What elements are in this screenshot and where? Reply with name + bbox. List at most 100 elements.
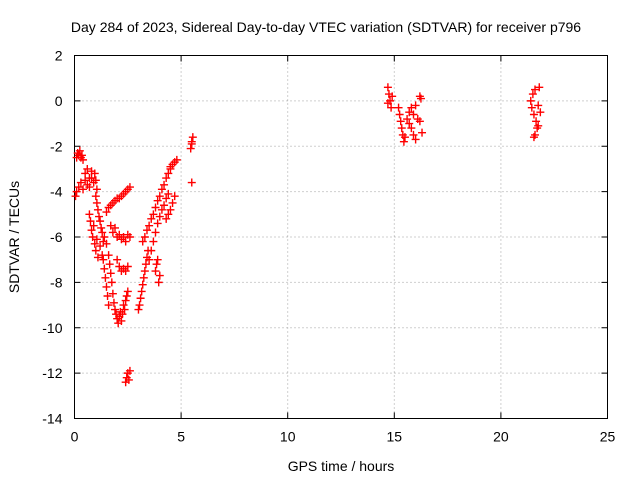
data-point bbox=[93, 205, 102, 214]
data-point bbox=[119, 301, 128, 310]
data-point bbox=[140, 233, 149, 241]
data-point bbox=[536, 108, 545, 117]
data-point bbox=[121, 296, 130, 305]
data-point bbox=[91, 246, 100, 255]
data-point bbox=[125, 183, 134, 192]
data-point bbox=[155, 212, 164, 221]
data-point bbox=[77, 151, 86, 160]
data-point bbox=[91, 176, 100, 185]
data-point bbox=[111, 305, 120, 314]
data-point bbox=[125, 233, 134, 241]
data-point bbox=[106, 269, 115, 278]
data-point bbox=[162, 194, 171, 203]
data-point bbox=[104, 251, 113, 260]
data-point bbox=[153, 219, 162, 228]
data-point bbox=[147, 246, 156, 255]
data-point bbox=[534, 101, 543, 110]
data-point bbox=[164, 189, 173, 198]
data-point bbox=[96, 242, 105, 251]
x-tick-label: 10 bbox=[280, 429, 296, 445]
data-point bbox=[97, 223, 106, 232]
data-point bbox=[104, 301, 113, 310]
data-point bbox=[162, 214, 171, 223]
data-point bbox=[140, 267, 149, 276]
data-point bbox=[86, 217, 95, 226]
data-point bbox=[166, 205, 175, 214]
data-point bbox=[172, 155, 181, 164]
data-point bbox=[92, 198, 101, 207]
data-point bbox=[396, 117, 405, 126]
data-point bbox=[145, 255, 154, 264]
y-tick-labels: -14 -12 -10 -8 -6 -4 -2 0 2 bbox=[42, 48, 62, 427]
data-point bbox=[153, 196, 162, 205]
data-point bbox=[139, 273, 148, 282]
data-point bbox=[93, 253, 102, 262]
data-point bbox=[388, 92, 397, 101]
data-point bbox=[399, 137, 408, 146]
data-point bbox=[98, 228, 107, 237]
data-point bbox=[188, 133, 197, 142]
data-point bbox=[534, 121, 543, 130]
data-point bbox=[100, 264, 109, 273]
data-point bbox=[121, 267, 130, 276]
y-tick-label: -8 bbox=[50, 274, 63, 290]
data-point bbox=[108, 228, 117, 237]
data-point bbox=[394, 103, 403, 112]
data-point bbox=[531, 85, 540, 94]
data-point bbox=[411, 135, 420, 144]
data-point bbox=[147, 214, 156, 223]
data-point bbox=[164, 169, 173, 178]
chart-title: Day 284 of 2023, Sidereal Day-to-day VTE… bbox=[71, 19, 581, 35]
data-point bbox=[400, 133, 409, 142]
data-point bbox=[115, 262, 124, 271]
y-tick-label: -10 bbox=[42, 320, 62, 336]
data-point bbox=[117, 316, 126, 325]
data-point bbox=[149, 237, 158, 246]
data-points bbox=[71, 83, 545, 387]
data-point bbox=[387, 103, 396, 112]
x-axis-label: GPS time / hours bbox=[288, 458, 395, 474]
data-point bbox=[528, 90, 537, 99]
data-point bbox=[529, 110, 538, 119]
data-point bbox=[87, 167, 96, 176]
data-point bbox=[108, 289, 117, 298]
y-tick-label: -4 bbox=[50, 184, 63, 200]
data-point bbox=[152, 260, 161, 269]
data-point bbox=[155, 192, 164, 201]
data-point bbox=[407, 103, 416, 112]
plot-frame bbox=[74, 55, 608, 419]
data-point bbox=[138, 280, 147, 289]
data-point bbox=[168, 198, 177, 207]
x-tick-label: 0 bbox=[71, 429, 79, 445]
y-tick-label: -2 bbox=[50, 138, 63, 154]
data-point bbox=[151, 267, 160, 276]
data-point bbox=[113, 255, 122, 264]
x-tick-label: 20 bbox=[493, 429, 509, 445]
data-point bbox=[535, 83, 544, 92]
data-point bbox=[95, 212, 104, 221]
y-tick-label: -6 bbox=[50, 229, 63, 245]
x-tick-label: 5 bbox=[177, 429, 185, 445]
data-point bbox=[96, 217, 105, 226]
data-point bbox=[397, 124, 406, 133]
x-tick-label: 15 bbox=[387, 429, 403, 445]
data-point bbox=[170, 192, 179, 201]
data-point bbox=[85, 174, 94, 183]
data-point bbox=[187, 178, 196, 187]
data-point bbox=[137, 287, 146, 296]
data-point bbox=[151, 203, 160, 212]
data-point bbox=[89, 221, 98, 230]
data-point bbox=[87, 226, 96, 235]
data-point bbox=[123, 287, 132, 296]
y-tick-label: 2 bbox=[55, 48, 63, 64]
data-point bbox=[383, 83, 392, 92]
data-point bbox=[125, 366, 134, 375]
y-tick-label: -12 bbox=[42, 365, 62, 381]
grid bbox=[74, 55, 608, 419]
data-point bbox=[99, 255, 108, 264]
data-point bbox=[105, 260, 114, 269]
data-point bbox=[405, 108, 414, 117]
data-point bbox=[81, 169, 90, 178]
data-point bbox=[120, 305, 129, 314]
